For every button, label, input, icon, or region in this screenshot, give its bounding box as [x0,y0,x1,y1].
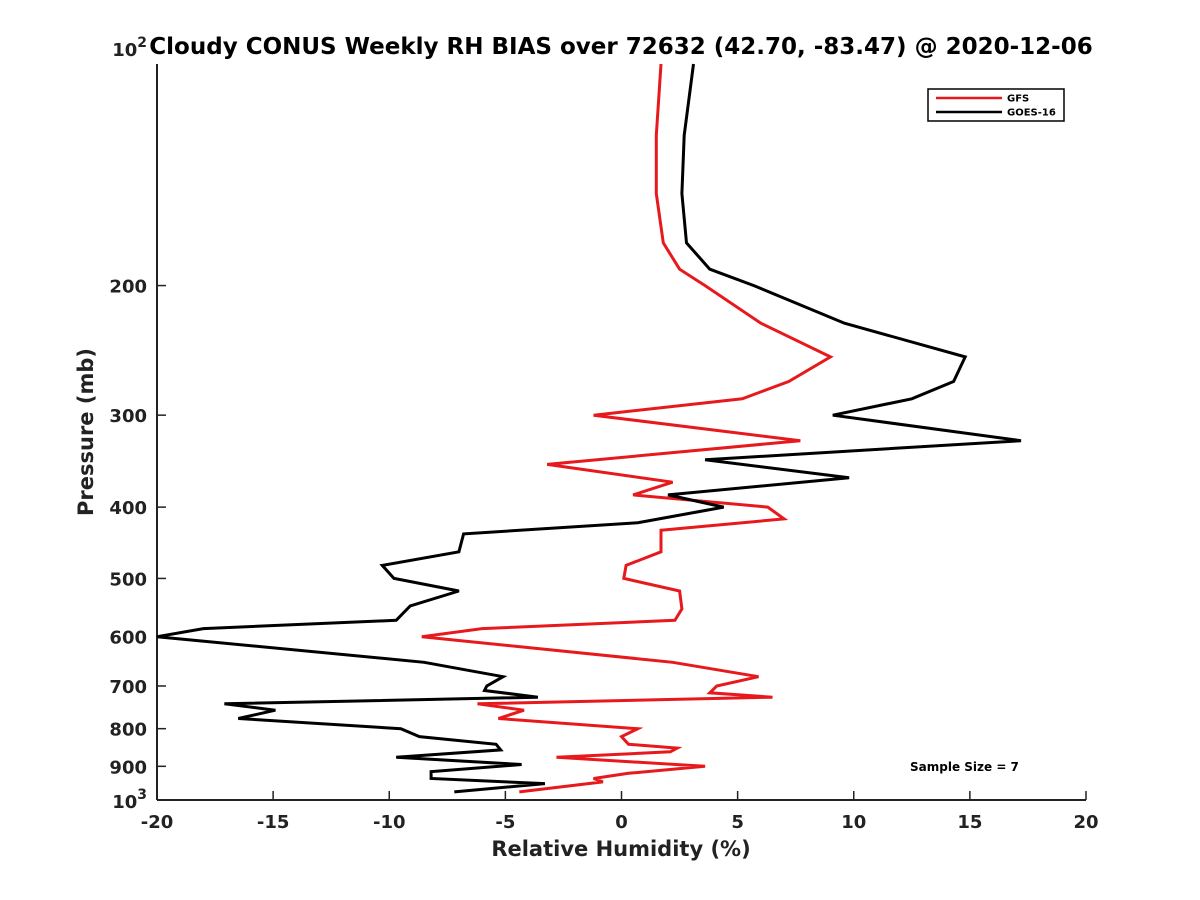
x-tick-label: 0 [615,812,628,833]
x-tick-label: -5 [495,812,515,833]
series-layer [156,63,1022,794]
y-tick-label: 500 [109,569,147,590]
y-axis-label: Pressure (mb) [74,348,98,516]
y-tick-label-power: 102 [112,35,147,61]
y-tick-label: 400 [109,498,147,519]
x-tick-label: -10 [373,812,406,833]
x-tick-label: 15 [957,812,982,833]
x-tick-label: -15 [257,812,290,833]
y-tick-label: 900 [109,757,147,778]
sample-size-annotation: Sample Size = 7 [910,760,1019,774]
x-tick-label: -20 [141,812,174,833]
legend-label: GOES-16 [1007,108,1056,119]
y-tick-label: 300 [109,406,147,427]
legend-box [927,88,1065,122]
y-tick-label: 700 [109,677,147,698]
chart-title: Cloudy CONUS Weekly RH BIAS over 72632 (… [149,34,1092,60]
legend-label: GFS [1007,94,1029,105]
x-ticks: -20 -15 -10 -5 0 5 10 15 20 [141,791,1099,833]
y-tick-power-exp: 2 [137,35,147,51]
y-tick-label: 200 [109,277,147,298]
x-tick-label: 20 [1073,812,1098,833]
x-tick-label: 10 [841,812,866,833]
legend-entries: GFS GOES-16 [936,94,1056,119]
y-tick-label-power: 103 [112,787,147,813]
legend: GFS GOES-16 [927,88,1065,122]
series-line-gfs [421,63,834,794]
y-tick-power-base: 10 [112,40,137,61]
x-axis-label: Relative Humidity (%) [491,837,750,861]
x-tick-label: 5 [731,812,744,833]
y-tick-label: 800 [109,720,147,741]
y-tick-label: 600 [109,628,147,649]
y-tick-power-base: 10 [112,792,137,813]
series-line-goes-16 [156,63,1022,794]
y-tick-power-exp: 3 [137,787,147,803]
